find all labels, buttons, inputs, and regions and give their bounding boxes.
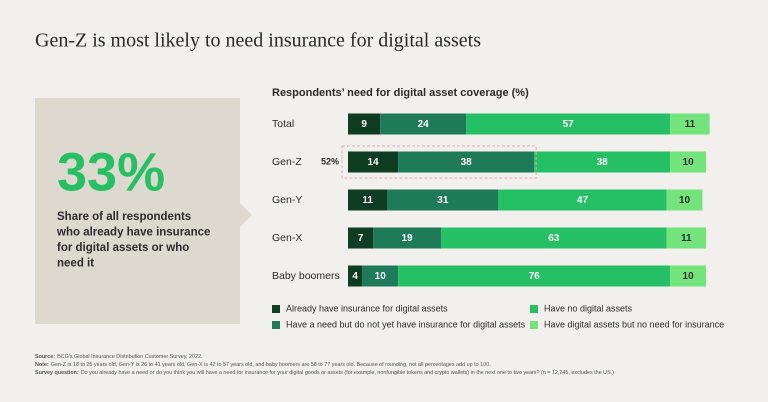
category-label: Total: [272, 118, 294, 130]
value-label: 38: [597, 157, 609, 168]
value-label: 11: [685, 119, 696, 130]
callout-text: who already have insurance: [56, 227, 210, 239]
bar-segment: [348, 227, 374, 249]
value-label: 10: [375, 271, 387, 282]
value-label: 14: [367, 157, 379, 168]
value-label: 63: [548, 233, 560, 244]
callout-text: Share of all respondents: [57, 211, 191, 223]
bar-segment: [670, 113, 710, 135]
bar-segment: [348, 151, 399, 173]
note: Source: BCG’s Global Insurance Distributi…: [35, 354, 203, 360]
value-label: 10: [683, 157, 695, 168]
value-label: 19: [402, 233, 414, 244]
bar-segment: [498, 189, 667, 211]
callout-text: for digital assets or who: [57, 242, 189, 254]
bar-segment: [387, 189, 499, 211]
value-label: 7: [358, 233, 364, 244]
legend-swatch: [530, 321, 538, 329]
value-label: 10: [683, 271, 695, 282]
chart-title: Respondents’ need for digital asset cove…: [272, 87, 529, 99]
category-label: Gen-Z: [272, 156, 302, 168]
bar-segment: [466, 113, 671, 135]
headline: Gen-Z is most likely to need insurance f…: [35, 30, 481, 52]
value-label: 47: [577, 195, 589, 206]
bar-segment: [398, 151, 535, 173]
legend-label: Have no digital assets: [544, 303, 633, 313]
bar-segment: [362, 265, 399, 287]
legend-swatch: [272, 321, 280, 329]
bar-segment: [380, 113, 467, 135]
note: Survey question: Do you already have a ne…: [35, 370, 614, 376]
legend-swatch: [272, 305, 280, 313]
note-text: Do you already have a need or do you thi…: [81, 370, 614, 376]
highlight-box: [341, 145, 537, 179]
bar-segment: [441, 227, 667, 249]
annotation-label: 52%: [321, 156, 339, 166]
bar-segment: [670, 265, 706, 287]
legend-label: Have a need but do not yet have insuranc…: [286, 319, 526, 329]
value-label: 76: [529, 271, 541, 282]
value-label: 24: [418, 119, 430, 130]
category-label: Gen-Y: [272, 194, 302, 206]
bar-segment: [666, 227, 706, 249]
callout-stat: 33%: [57, 142, 165, 202]
legend-swatch: [530, 305, 538, 313]
value-label: 9: [361, 119, 367, 130]
note-label: Source:: [35, 354, 55, 360]
value-label: 11: [681, 233, 692, 244]
note: Note: Gen-Z is 18 to 25 years old, Gen-Y …: [35, 362, 491, 368]
value-label: 4: [352, 271, 358, 282]
bar-segment: [666, 189, 703, 211]
value-label: 10: [679, 195, 691, 206]
bar-segment: [398, 265, 671, 287]
legend-label: Already have insurance for digital asset…: [286, 303, 448, 313]
value-label: 57: [563, 119, 575, 130]
bar-segment: [534, 151, 671, 173]
bar-segment: [348, 189, 388, 211]
legend-label: Have digital assets but no need for insu…: [544, 319, 724, 329]
value-label: 31: [437, 195, 449, 206]
note-label: Note:: [35, 362, 49, 368]
bar-segment: [348, 265, 363, 287]
callout-pointer: [240, 203, 252, 227]
note-label: Survey question:: [35, 370, 79, 376]
note-text: BCG’s Global Insurance Distribution Cust…: [57, 354, 202, 360]
callout-text: need it: [57, 258, 94, 270]
value-label: 38: [461, 157, 473, 168]
category-label: Baby boomers: [272, 270, 340, 282]
note-text: Gen-Z is 18 to 25 years old, Gen-Y is 26…: [51, 362, 491, 368]
category-label: Gen-X: [272, 232, 302, 244]
value-label: 11: [362, 195, 373, 206]
bar-segment: [670, 151, 706, 173]
bar-segment: [373, 227, 442, 249]
bar-segment: [348, 113, 381, 135]
callout-panel: [35, 98, 240, 324]
